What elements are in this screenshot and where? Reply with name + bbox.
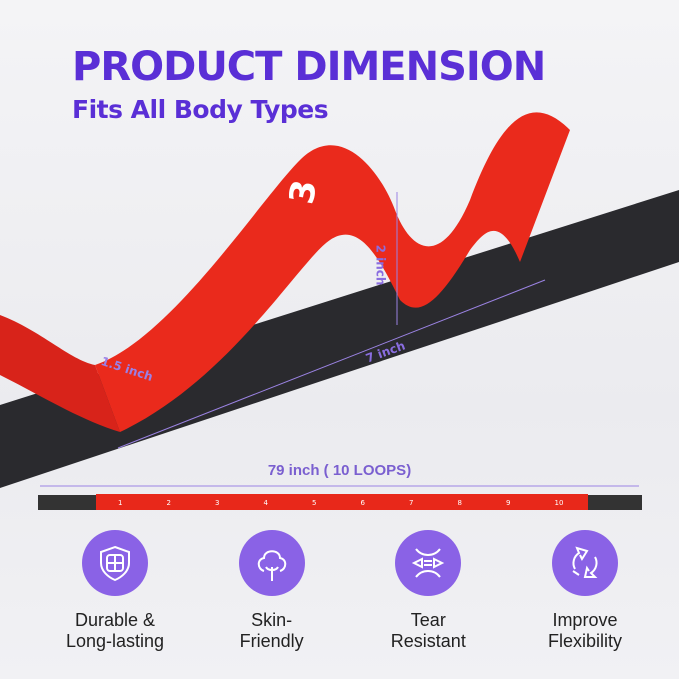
loop-number-mark: 4	[264, 499, 269, 507]
mini-strap-black-right	[588, 495, 642, 510]
feature-skin-friendly: Skin- Friendly	[197, 530, 347, 652]
stretch-arrows-icon	[395, 530, 462, 596]
feature-flexibility: Improve Flexibility	[510, 530, 660, 652]
loop-number-mark: 8	[458, 499, 462, 507]
height-label: 2 inch	[373, 244, 388, 286]
total-length-label: 79 inch ( 10 LOOPS)	[267, 462, 412, 479]
loop-number-mark: 7	[409, 499, 413, 507]
feature-label: Friendly	[239, 631, 304, 651]
shield-icon	[82, 530, 148, 596]
feature-label: Flexibility	[547, 631, 622, 651]
feature-label: Long-lasting	[65, 631, 165, 651]
cycle-arrows-icon	[551, 530, 618, 596]
red-strap-loop	[95, 112, 570, 433]
loop-number-mark: 2	[167, 499, 171, 507]
loop-number-mark: 5	[312, 499, 316, 507]
red-strap	[0, 315, 120, 432]
page-subtitle: Fits All Body Types	[72, 95, 329, 124]
feature-durable: Durable & Long-lasting	[40, 530, 190, 652]
loop-number-mark: 6	[361, 499, 366, 507]
feature-label: Improve	[552, 610, 618, 630]
black-strap	[0, 190, 679, 488]
feature-list: Durable & Long-lasting Skin- Friendly Tear…	[40, 530, 660, 652]
feature-label: Tear	[410, 610, 446, 630]
page-title: PRODUCT DIMENSION	[72, 44, 546, 90]
feature-tear-resistant: Tear Resistant	[353, 530, 503, 652]
mini-strap-black-left	[38, 495, 96, 510]
loop-number-mark: 10	[555, 499, 564, 507]
loop-dim-line	[117, 279, 546, 449]
feature-label: Resistant	[390, 631, 466, 651]
feature-label: Skin-	[251, 610, 293, 630]
loop-number-mark: 9	[506, 499, 510, 507]
cotton-icon	[238, 530, 305, 596]
feature-label: Durable &	[74, 610, 156, 630]
loop-number-mark: 1	[118, 499, 122, 507]
mini-strap-red	[96, 494, 588, 510]
loop-number-mark: 3	[215, 499, 219, 507]
